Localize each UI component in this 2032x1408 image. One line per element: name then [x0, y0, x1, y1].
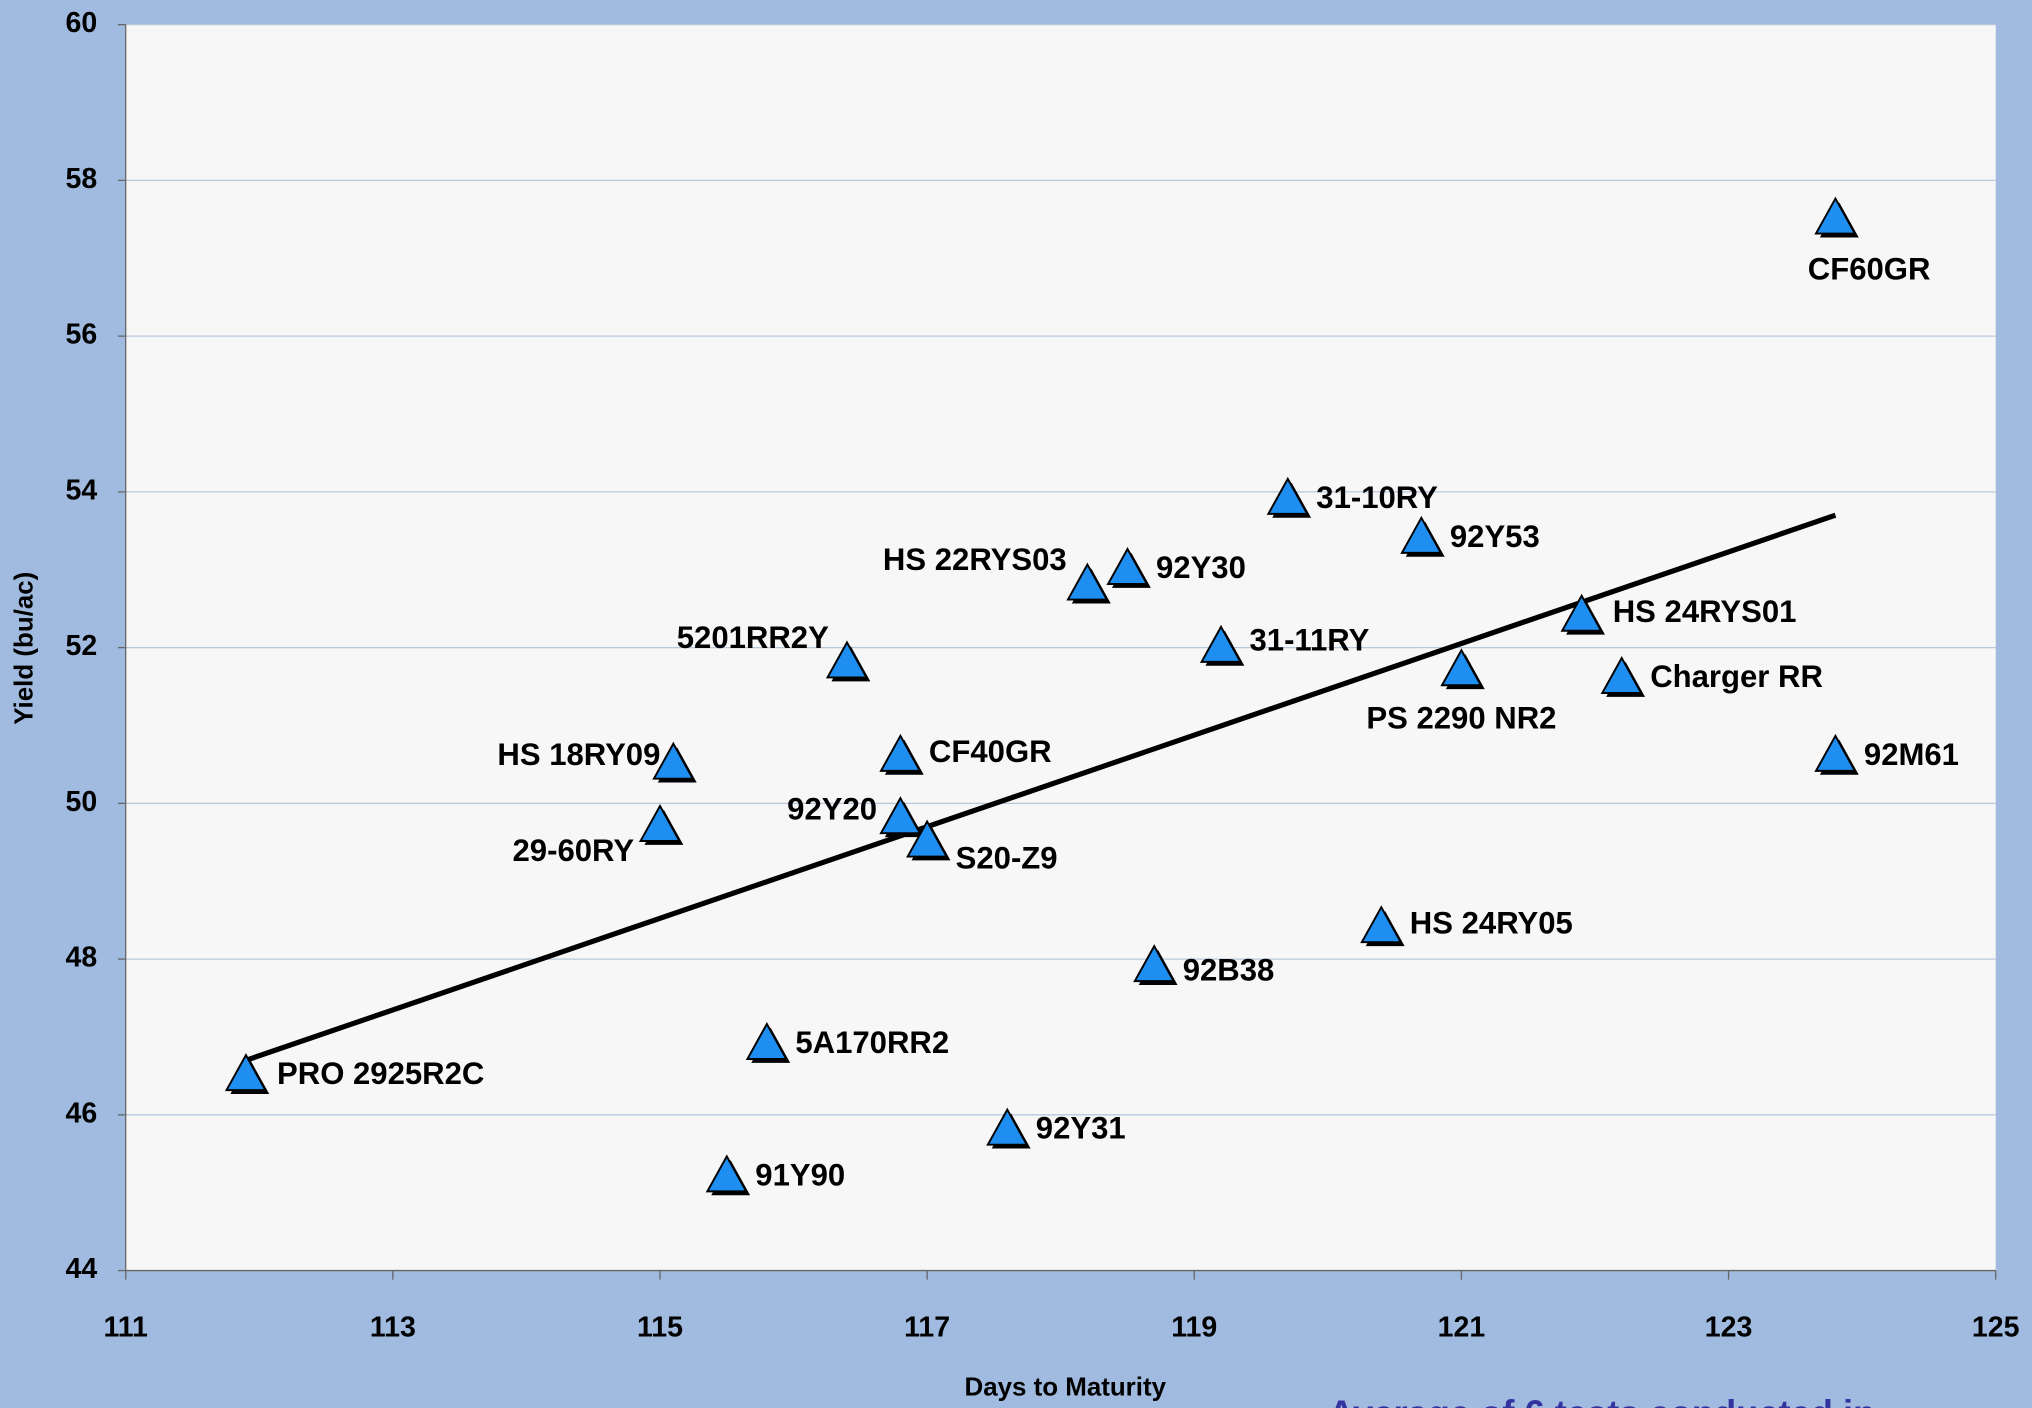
marker [986, 1107, 1029, 1146]
marker [1600, 656, 1643, 694]
marker [705, 1154, 748, 1193]
point-label: HS 18RY09 [497, 737, 660, 772]
marker [638, 803, 682, 842]
x-tick-label: 119 [1171, 1311, 1217, 1343]
point-label: 92Y31 [1036, 1111, 1126, 1146]
trendline [245, 512, 1837, 1063]
marker [1066, 562, 1109, 601]
x-tick-label: 113 [370, 1311, 416, 1343]
y-tick-label: 54 [65, 474, 97, 506]
point-label: HS 24RYS01 [1613, 594, 1797, 629]
point-label: HS 24RY05 [1410, 906, 1573, 941]
x-tick-label: 117 [904, 1311, 950, 1343]
point-label: CF60GR [1808, 251, 1931, 286]
x-tick-label: 115 [637, 1311, 683, 1343]
y-tick-label: 58 [65, 163, 97, 195]
marker [652, 741, 695, 780]
marker [1814, 733, 1857, 772]
marker [1106, 546, 1149, 585]
y-axis-title: Yield (bu/ac) [11, 572, 39, 725]
point-label: 5201RR2Y [677, 620, 829, 655]
point-label: 29-60RY [513, 833, 635, 868]
point-label: 92Y53 [1450, 519, 1540, 554]
point-label: 92M61 [1864, 737, 1959, 772]
point-label: 5A170RR2 [795, 1025, 949, 1060]
point-label: 92Y20 [787, 791, 877, 826]
point-label: 91Y90 [755, 1157, 845, 1192]
marker [1360, 905, 1403, 944]
annotation: Average of 6 tests conducted in [1328, 1392, 1875, 1408]
point-label: PS 2290 NR2 [1366, 700, 1556, 735]
point-label: 31-11RY [1250, 623, 1370, 658]
point-label: HS 22RYS03 [883, 542, 1067, 577]
x-tick-label: 111 [104, 1311, 149, 1343]
y-tick-label: 60 [65, 7, 97, 39]
marker [1440, 648, 1483, 687]
marker [825, 640, 869, 679]
x-tick-label: 125 [1972, 1311, 2020, 1343]
marker [906, 819, 949, 858]
y-tick-label: 44 [65, 1253, 97, 1285]
point-label: 31-10RY [1316, 480, 1438, 515]
y-tick-label: 46 [65, 1097, 97, 1129]
marker [1199, 624, 1243, 663]
y-tick-label: 52 [65, 630, 97, 662]
y-tick-label: 50 [65, 786, 97, 818]
y-tick-label: 48 [65, 942, 97, 974]
marker [1814, 196, 1857, 235]
y-tick-label: 56 [65, 319, 97, 351]
marker [1560, 593, 1603, 632]
marker [1266, 476, 1309, 515]
x-tick-label: 121 [1438, 1311, 1486, 1343]
point-label: 92B38 [1183, 952, 1275, 987]
marker [879, 733, 922, 772]
marker [224, 1053, 268, 1092]
point-label: S20-Z9 [956, 841, 1058, 876]
x-axis-title: Days to Maturity [964, 1373, 1166, 1401]
marker [879, 796, 922, 835]
point-label: 92Y30 [1156, 550, 1246, 585]
marker [1400, 515, 1443, 554]
marker [745, 1021, 788, 1060]
x-tick-label: 123 [1705, 1311, 1753, 1343]
marker [1133, 944, 1176, 983]
point-label: Charger RR [1650, 659, 1823, 694]
point-label: CF40GR [929, 734, 1052, 769]
point-label: PRO 2925R2C [277, 1056, 484, 1091]
